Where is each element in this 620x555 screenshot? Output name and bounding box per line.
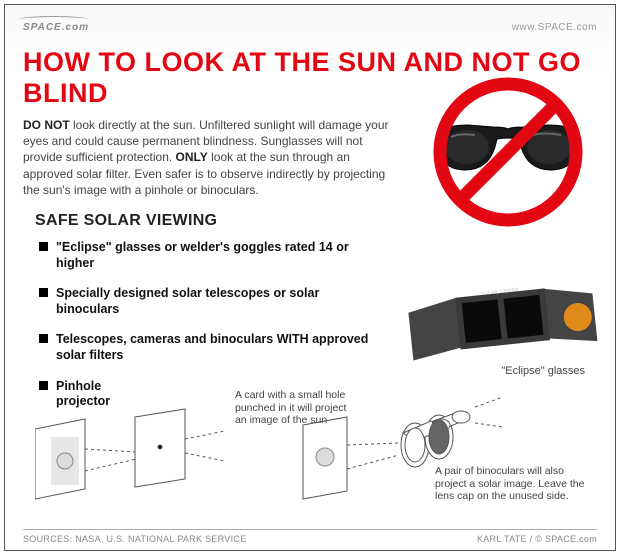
- eclipse-glasses-graphic: SOLAR VIEWER: [400, 273, 605, 373]
- bullet-list: "Eclipse" glasses or welder's goggles ra…: [39, 240, 379, 410]
- list-item: "Eclipse" glasses or welder's goggles ra…: [39, 240, 379, 271]
- sunglasses-prohibited-graphic: [413, 75, 603, 229]
- sources-text: SOURCES: NASA, U.S. NATIONAL PARK SERVIC…: [23, 534, 247, 544]
- bullet-text: Telescopes, cameras and binoculars WITH …: [56, 332, 379, 363]
- list-item: Telescopes, cameras and binoculars WITH …: [39, 332, 379, 363]
- bullet-icon: [39, 381, 48, 390]
- bullet-text: "Eclipse" glasses or welder's goggles ra…: [56, 240, 379, 271]
- list-item: Specially designed solar telescopes or s…: [39, 286, 379, 317]
- infographic-frame: SPACE.com www.SPACE.com HOW TO LOOK AT T…: [4, 4, 616, 551]
- intro-emph-2: ONLY: [176, 150, 208, 164]
- logo-text: SPACE.com: [23, 22, 89, 33]
- projection-diagrams: A card with a small hole punched in it w…: [35, 393, 595, 521]
- intro-emph-1: DO NOT: [23, 118, 70, 132]
- intro-paragraph: DO NOT look directly at the sun. Unfilte…: [23, 117, 393, 198]
- bullet-icon: [39, 288, 48, 297]
- site-url: www.SPACE.com: [512, 22, 597, 33]
- bullet-icon: [39, 242, 48, 251]
- space-logo: SPACE.com: [23, 22, 89, 33]
- top-bar: SPACE.com www.SPACE.com: [23, 15, 597, 39]
- credit-text: KARL TATE / © SPACE.com: [477, 534, 597, 544]
- binocular-caption: A pair of binoculars will also project a…: [435, 465, 595, 503]
- eclipse-glasses-label: "Eclipse" glasses: [501, 365, 585, 377]
- bullet-icon: [39, 334, 48, 343]
- footer: SOURCES: NASA, U.S. NATIONAL PARK SERVIC…: [23, 529, 597, 544]
- pinhole-caption: A card with a small hole punched in it w…: [235, 389, 355, 427]
- bullet-text: Specially designed solar telescopes or s…: [56, 286, 379, 317]
